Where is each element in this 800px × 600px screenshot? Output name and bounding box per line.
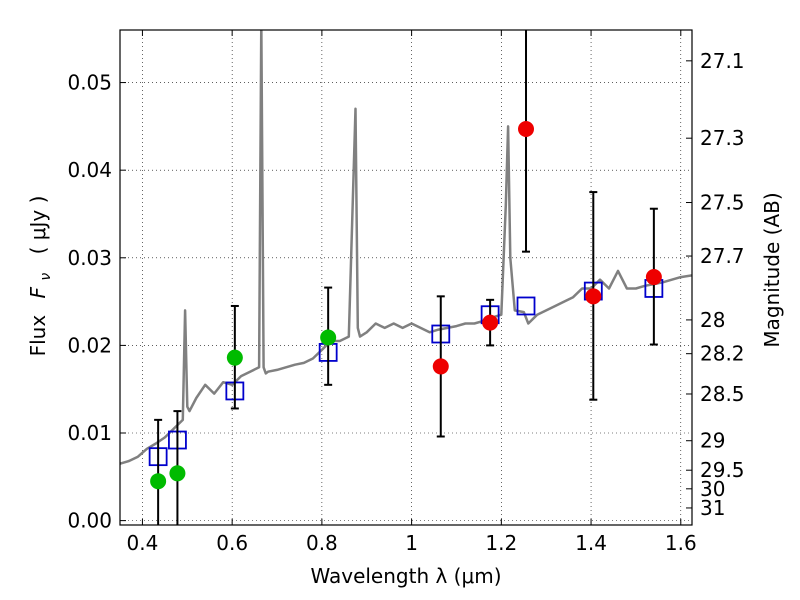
data-point [169,465,186,482]
mag-tick-label: 27.5 [700,191,745,215]
y-axis-label-main: Flux [26,315,50,357]
mag-tick-label: 29.5 [700,458,745,482]
y-axis-label: Flux F ν ( μJy ) [26,196,55,357]
data-point [150,473,167,490]
data-point [645,269,662,286]
y-axis-label-sub: ν [38,273,54,281]
x-tick-label: 1.2 [485,531,517,555]
model-point [516,296,536,316]
data-point [482,314,499,331]
mag-tick-label: 27.1 [700,49,745,73]
grid [120,30,692,525]
y-axis-label-var: F [26,286,50,298]
x-tick-label: 1.6 [665,531,697,555]
y-tick-label: 0.01 [67,421,112,445]
y-tick-label: 0.03 [67,246,112,270]
data-point [226,349,243,366]
y-axis-label-unit: ( μJy ) [26,196,50,255]
y-tick-label: 0.02 [67,333,112,357]
data-point [320,329,337,346]
y-tick-label: 0.00 [67,509,112,533]
x-tick-label: 1 [405,531,418,555]
svg-text:Flux F ν ( μ: Flux F ν ( μJy ) [26,196,55,357]
data-point [432,358,449,375]
data-point [585,288,602,305]
x-axis-label: Wavelength λ (μm) [310,564,501,588]
x-tick-label: 0.6 [216,531,248,555]
data-point [518,121,535,137]
plot-series [120,30,692,525]
mag-tick-label: 31 [700,496,725,520]
sed-line [120,30,692,465]
x-tick-label: 0.8 [306,531,338,555]
y-tick-label: 0.05 [67,71,112,95]
mag-tick-label: 28.5 [700,382,745,406]
mag-tick-label: 29 [700,429,725,453]
mag-tick-label: 27.3 [700,126,745,150]
right-axis-label: Magnitude (AB) [760,192,784,347]
mag-tick-label: 28 [700,308,725,332]
y-tick-label: 0.04 [67,158,112,182]
axis-ticks: 0.4 0.6 0.8 1 1.2 1.4 1.6 0.00 0.01 0.02 0.03 0.04 0… [67,30,745,555]
mag-tick-label: 28.2 [700,342,745,366]
x-tick-label: 0.4 [127,531,159,555]
mag-tick-label: 27.7 [700,244,745,268]
plot-frame [119,29,693,526]
mag-tick-label: 30 [700,477,725,501]
x-tick-label: 1.4 [575,531,607,555]
